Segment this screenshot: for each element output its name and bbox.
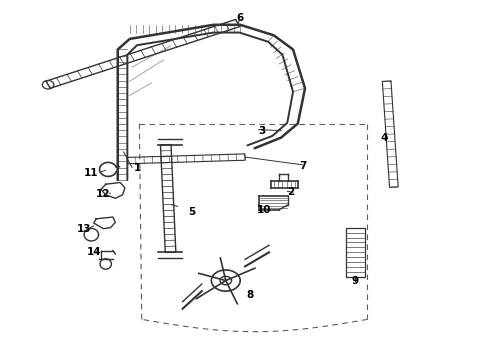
Text: 14: 14 xyxy=(86,247,101,257)
Text: 4: 4 xyxy=(381,133,388,143)
Text: 2: 2 xyxy=(287,187,294,197)
Text: 1: 1 xyxy=(133,163,141,173)
Text: 3: 3 xyxy=(258,126,266,136)
Text: 8: 8 xyxy=(246,290,253,300)
Text: 10: 10 xyxy=(257,205,271,215)
Text: 5: 5 xyxy=(189,207,196,217)
Text: 12: 12 xyxy=(96,189,111,199)
Text: 11: 11 xyxy=(84,168,98,178)
Text: 6: 6 xyxy=(237,13,244,23)
Text: 7: 7 xyxy=(299,161,306,171)
Text: 13: 13 xyxy=(77,224,91,234)
Text: 9: 9 xyxy=(352,275,359,285)
